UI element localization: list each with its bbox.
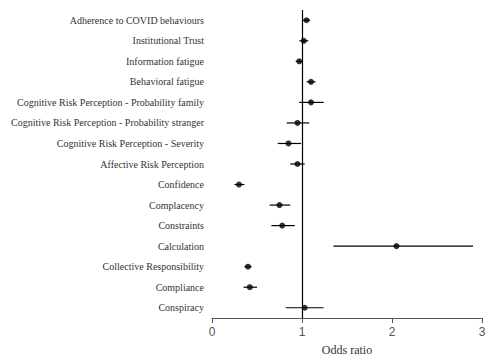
svg-text:Behavioral fatigue: Behavioral fatigue <box>130 76 205 87</box>
svg-text:0: 0 <box>209 325 216 339</box>
svg-text:Cognitive Risk Perception - Pr: Cognitive Risk Perception - Probability … <box>11 117 205 128</box>
svg-text:Cognitive Risk Perception - Se: Cognitive Risk Perception - Severity <box>57 138 204 149</box>
svg-text:Adherence to COVID behaviours: Adherence to COVID behaviours <box>70 15 204 26</box>
svg-text:Information fatigue: Information fatigue <box>126 56 205 67</box>
svg-text:Complacency: Complacency <box>149 200 204 211</box>
svg-text:Constraints: Constraints <box>158 220 204 231</box>
svg-text:1: 1 <box>299 325 306 339</box>
svg-text:Calculation: Calculation <box>158 241 204 252</box>
svg-text:2: 2 <box>389 325 396 339</box>
svg-text:Compliance: Compliance <box>156 282 205 293</box>
svg-text:Confidence: Confidence <box>158 179 205 190</box>
svg-text:Collective Responsibility: Collective Responsibility <box>103 261 204 272</box>
svg-text:Affective Risk Perception: Affective Risk Perception <box>100 159 204 170</box>
svg-text:Conspiracy: Conspiracy <box>158 302 204 313</box>
svg-text:Institutional Trust: Institutional Trust <box>133 35 205 46</box>
svg-text:Odds ratio: Odds ratio <box>322 343 372 357</box>
svg-text:Cognitive Risk Perception - Pr: Cognitive Risk Perception - Probability … <box>17 97 204 108</box>
svg-text:3: 3 <box>479 325 486 339</box>
